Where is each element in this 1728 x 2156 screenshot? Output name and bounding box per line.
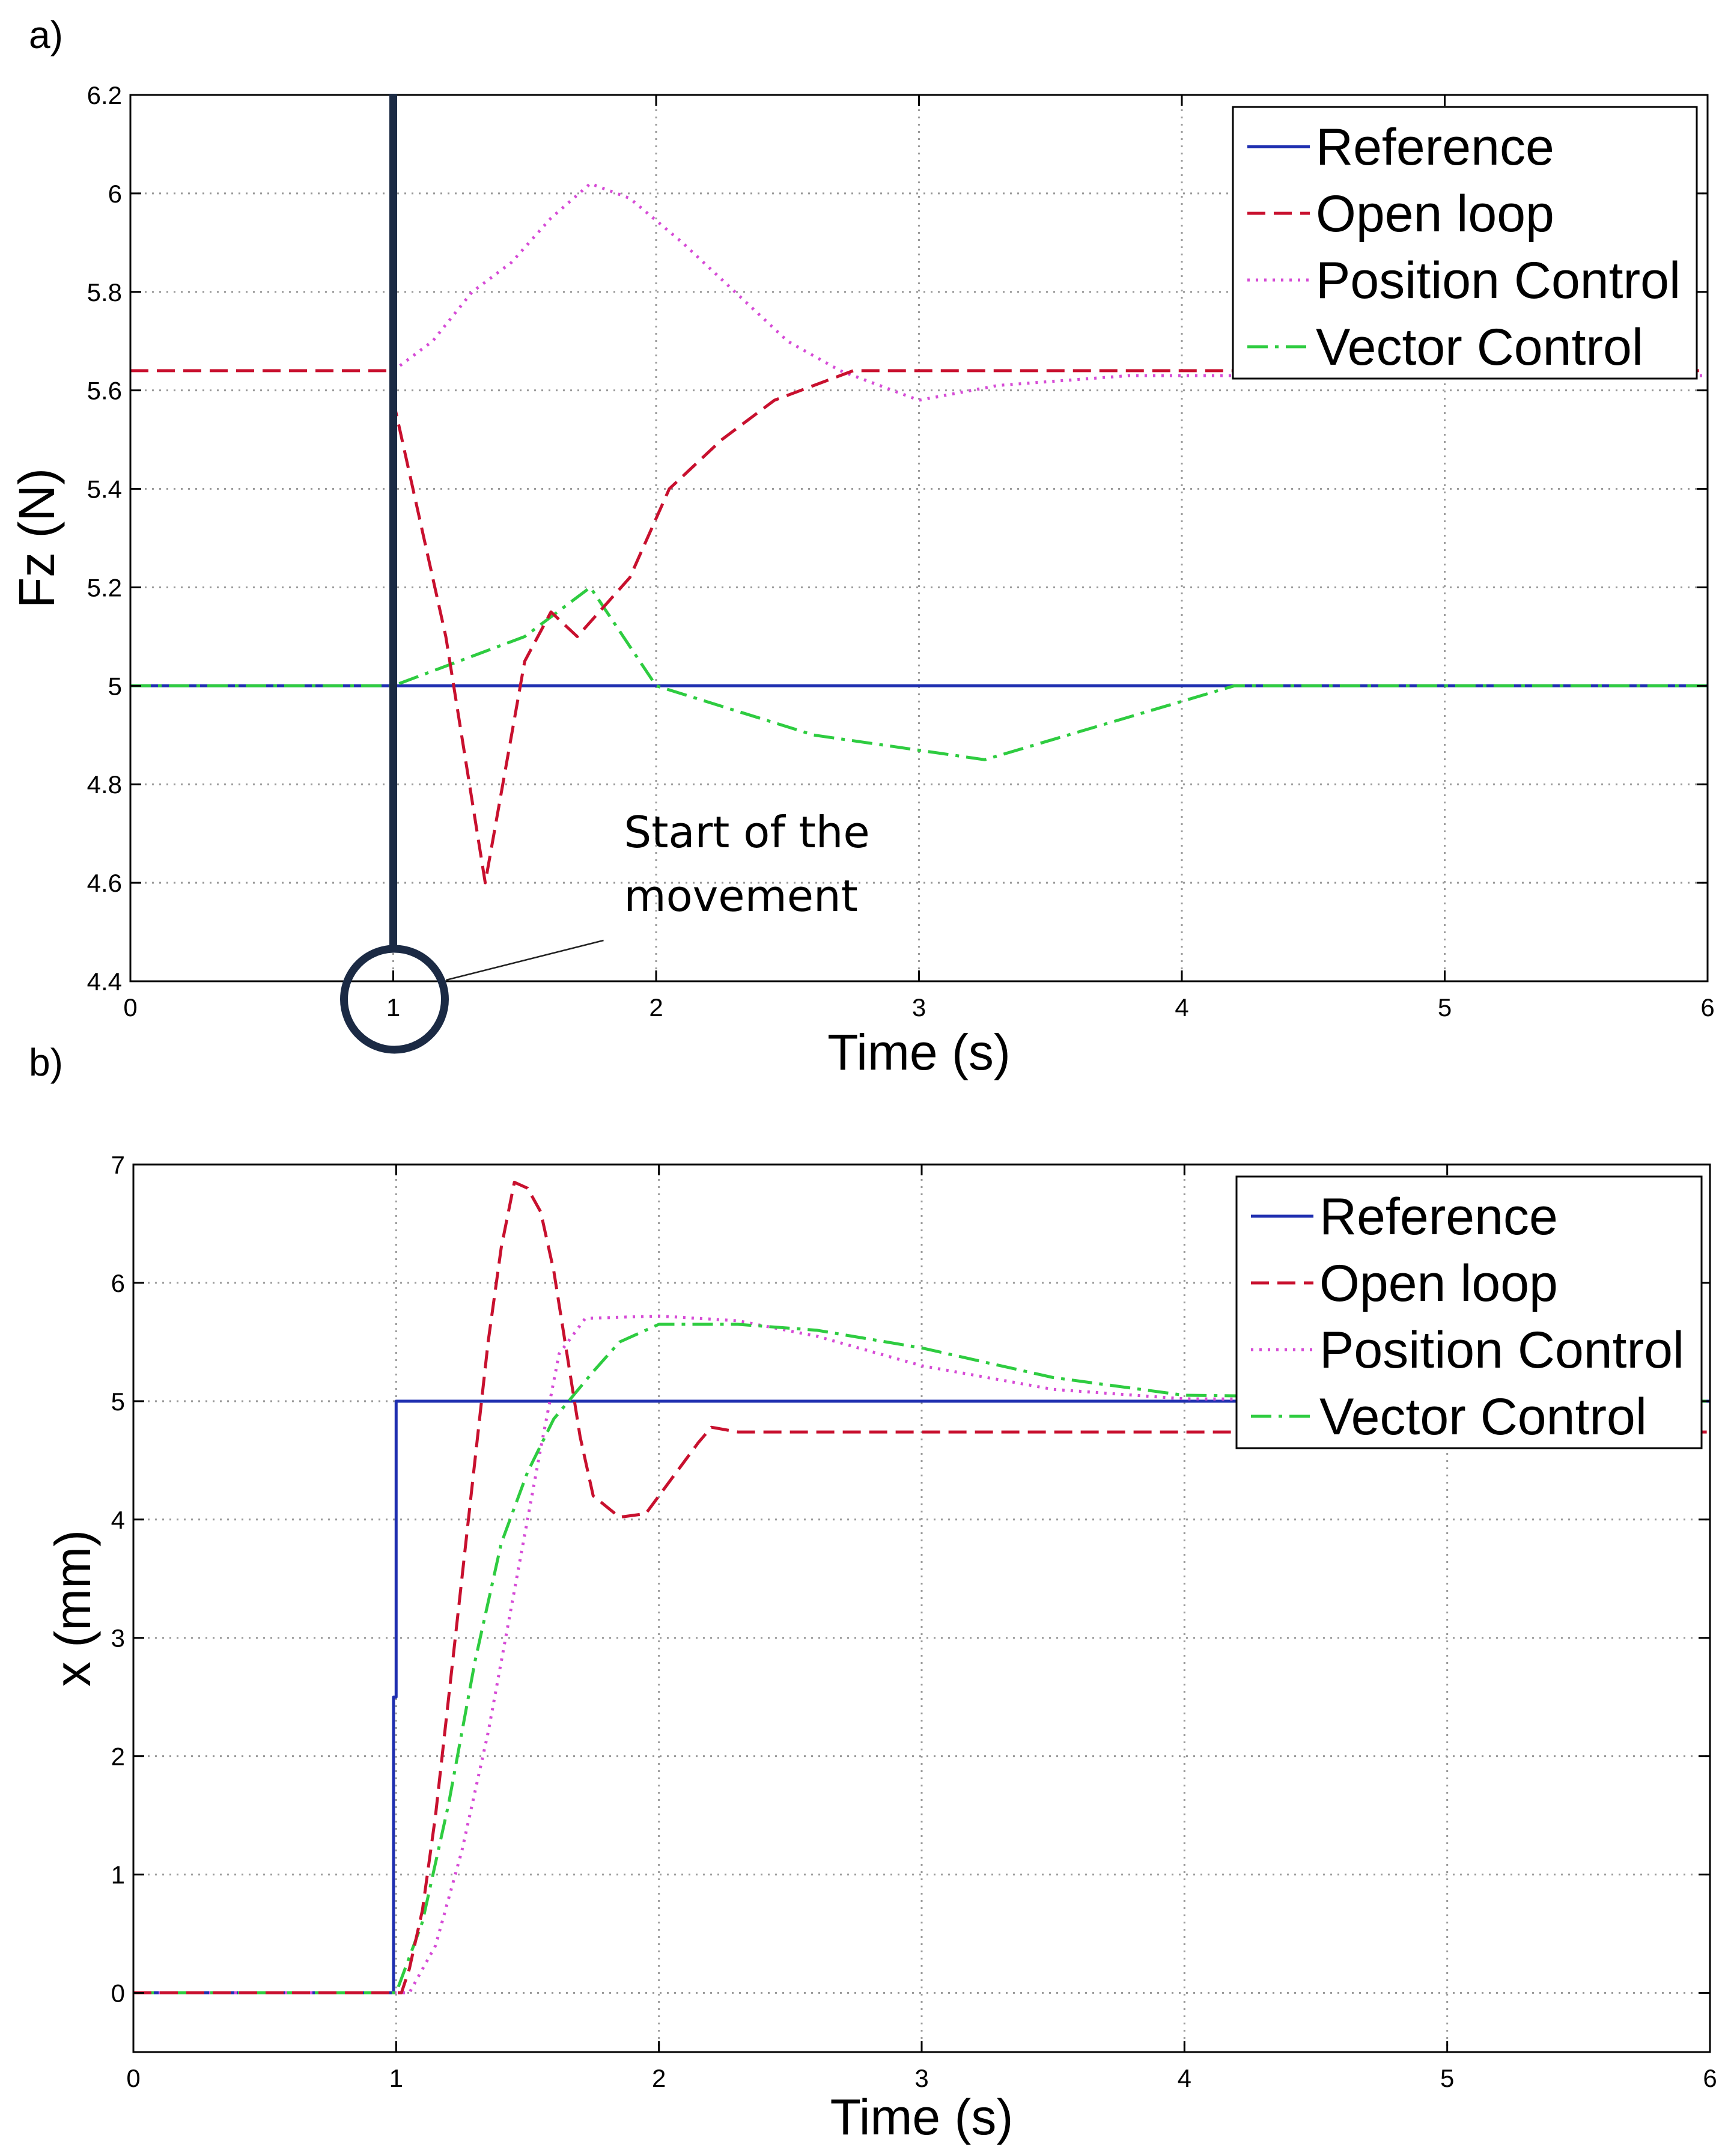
x-tick-label: 5 — [1440, 2064, 1454, 2092]
y-tick-label: 5.4 — [87, 475, 122, 504]
legend-label: Position Control — [1316, 252, 1681, 309]
y-tick-label: 6 — [111, 1269, 125, 1297]
x-tick-label: 0 — [123, 993, 137, 1022]
series-line-vector-control — [130, 585, 1708, 761]
x-tick-label: 1 — [389, 2064, 403, 2092]
series-line-open-loop — [130, 369, 1708, 885]
y-tick-label: 7 — [111, 1151, 125, 1179]
panel-label: a) — [29, 13, 63, 56]
y-tick-label: 5.6 — [87, 377, 122, 405]
panel-label: b) — [29, 1041, 63, 1084]
y-tick-label: 4.8 — [87, 770, 122, 799]
legend-label: Reference — [1316, 118, 1554, 176]
y-tick-label: 1 — [111, 1861, 125, 1889]
y-tick-label: 4.6 — [87, 869, 122, 897]
x-axis-label: Time (s) — [830, 2089, 1014, 2145]
y-tick-label: 5 — [111, 1387, 125, 1416]
series-line-vector-control — [133, 1323, 1710, 1994]
series-line-position-control — [133, 1314, 1710, 1994]
annotation-text-line2: movement — [624, 871, 858, 921]
y-tick-label: 2 — [111, 1743, 125, 1771]
x-tick-label: 2 — [652, 2064, 666, 2092]
x-tick-label: 2 — [649, 993, 663, 1022]
legend-label: Vector Control — [1316, 318, 1643, 376]
series-group — [133, 1181, 1710, 1994]
legend-box — [1232, 106, 1698, 380]
legend-label: Open loop — [1316, 185, 1554, 243]
x-tick-label: 4 — [1178, 2064, 1191, 2092]
movement-annotation: Start of the movement — [340, 94, 870, 1054]
y-tick-label: 3 — [111, 1624, 125, 1652]
series-line-open-loop — [133, 1181, 1710, 1994]
y-tick-label: 6.2 — [87, 81, 122, 109]
legend: Reference Open loop Position Control Vector… — [1235, 1175, 1703, 1449]
x-tick-label: 0 — [126, 2064, 140, 2092]
x-tick-label: 1 — [386, 993, 400, 1022]
y-tick-label: 5.2 — [87, 573, 122, 601]
legend-label: Open loop — [1319, 1255, 1558, 1312]
y-tick-label: 4 — [111, 1506, 125, 1534]
legend-box — [1235, 1175, 1703, 1449]
legend: Reference Open loop Position Control Vector… — [1232, 106, 1698, 380]
x-tick-label: 5 — [1438, 993, 1452, 1022]
panel-1: a) 0 1 2 3 4 5 6 4.4 4.6 4.8 5 5.2 5.4 5.6 5.8 6 6.2 Time … — [8, 13, 1715, 1080]
y-tick-label: 0 — [111, 1979, 125, 2008]
legend-label: Vector Control — [1319, 1388, 1647, 1446]
x-tick-label: 3 — [914, 2064, 928, 2092]
y-tick-label: 5 — [108, 672, 122, 700]
y-axis-label: Fz (N) — [8, 468, 65, 608]
y-axis-label: x (mm) — [44, 1530, 101, 1687]
y-tick-label: 4.4 — [87, 967, 122, 996]
annotation-leader-line — [446, 939, 604, 981]
legend-label: Reference — [1319, 1188, 1558, 1246]
panel-2: b) 0 1 2 3 4 5 6 0 1 2 3 4 5 6 7 Time (s) x (mm) Reference… — [29, 1041, 1717, 2145]
y-tick-label: 6 — [108, 180, 122, 208]
x-tick-label: 3 — [912, 993, 926, 1022]
x-tick-label: 6 — [1700, 993, 1714, 1022]
x-axis-label: Time (s) — [827, 1024, 1011, 1080]
y-tick-label: 5.8 — [87, 278, 122, 306]
start-marker-circle — [340, 945, 449, 1054]
x-tick-label: 6 — [1703, 2064, 1717, 2092]
x-tick-label: 4 — [1175, 993, 1188, 1022]
annotation-text-line1: Start of the — [624, 807, 870, 857]
legend-label: Position Control — [1319, 1321, 1684, 1379]
